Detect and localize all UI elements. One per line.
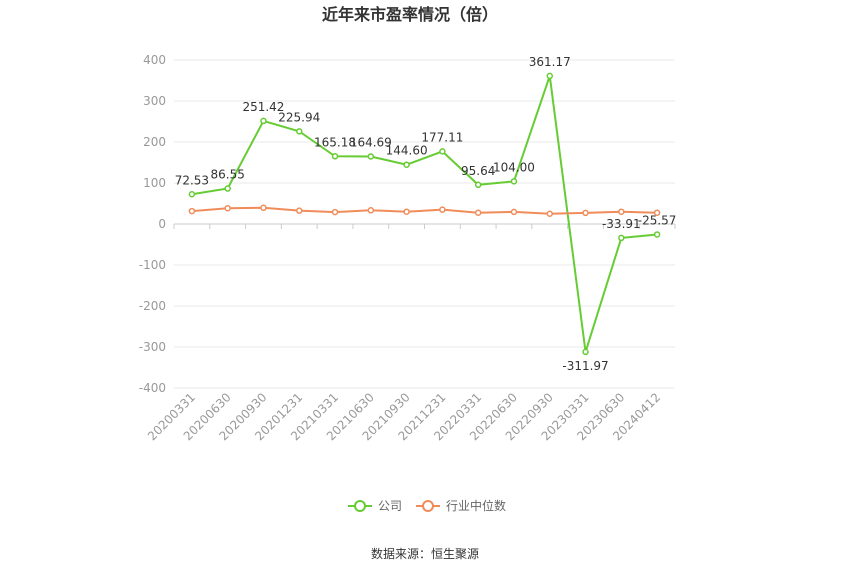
data-point[interactable] xyxy=(296,128,303,135)
data-point[interactable] xyxy=(367,153,375,160)
data-point[interactable] xyxy=(224,204,231,212)
data-label: 251.42 xyxy=(242,100,284,114)
source-note: 数据来源：恒生聚源 xyxy=(371,546,479,561)
data-point[interactable] xyxy=(618,234,625,242)
data-point[interactable] xyxy=(260,204,267,212)
data-point[interactable] xyxy=(224,185,231,192)
data-point[interactable] xyxy=(474,209,482,216)
data-point[interactable] xyxy=(439,148,446,155)
data-point[interactable] xyxy=(474,181,482,189)
chart-title: 近年来市盈率情况（倍） xyxy=(322,5,498,24)
data-label: 225.94 xyxy=(278,110,320,124)
legend-label[interactable]: 行业中位数 xyxy=(446,498,506,513)
data-label: 361.17 xyxy=(529,55,571,69)
data-label: -33.91 xyxy=(602,217,641,231)
y-tick-label: -300 xyxy=(139,340,166,354)
data-point[interactable] xyxy=(296,207,303,214)
data-point[interactable] xyxy=(510,178,518,185)
series-line-0 xyxy=(191,75,658,353)
data-label: 86.55 xyxy=(210,168,244,182)
data-label: 177.11 xyxy=(421,130,463,144)
data-point[interactable] xyxy=(331,153,339,160)
data-label: 72.53 xyxy=(175,173,209,187)
data-point[interactable] xyxy=(439,206,446,213)
data-point[interactable] xyxy=(188,207,196,215)
data-label: 95.64 xyxy=(461,164,495,178)
legend-label[interactable]: 公司 xyxy=(378,499,402,513)
legend-marker xyxy=(422,500,434,512)
data-label: -25.57 xyxy=(638,213,677,227)
data-point[interactable] xyxy=(367,207,375,214)
y-tick-label: 300 xyxy=(143,94,166,108)
data-label: 164.69 xyxy=(350,135,392,149)
data-point[interactable] xyxy=(260,117,267,125)
legend[interactable]: 公司 行业中位数 xyxy=(348,498,506,513)
data-label: 165.18 xyxy=(314,135,356,149)
data-point[interactable] xyxy=(546,210,553,217)
data-point[interactable] xyxy=(331,208,339,216)
data-label: 144.60 xyxy=(386,144,428,158)
data-point[interactable] xyxy=(582,348,589,356)
data-point[interactable] xyxy=(653,209,661,216)
y-tick-label: 0 xyxy=(158,217,166,231)
x-axis: 2020033120200630202009302020123120210331… xyxy=(145,224,676,443)
data-point[interactable] xyxy=(546,72,553,80)
y-axis: 400 300 200 100 0 -100 -200 -300 -400 xyxy=(139,53,166,395)
data-point[interactable] xyxy=(653,231,661,238)
y-tick-label: 100 xyxy=(143,176,166,190)
data-point[interactable] xyxy=(403,208,410,215)
y-tick-label: 200 xyxy=(143,135,166,149)
data-point[interactable] xyxy=(403,161,410,168)
series-line-1 xyxy=(191,206,658,215)
data-point[interactable] xyxy=(188,191,196,198)
y-tick-label: -400 xyxy=(139,381,166,395)
data-label: 104.00 xyxy=(493,160,535,174)
data-point[interactable] xyxy=(510,208,518,216)
legend-marker xyxy=(354,500,366,512)
y-tick-label: -200 xyxy=(139,299,166,313)
y-tick-label: -100 xyxy=(139,258,166,272)
data-label: -311.97 xyxy=(562,359,608,373)
y-tick-label: 400 xyxy=(143,53,166,67)
data-point[interactable] xyxy=(582,209,589,217)
data-point[interactable] xyxy=(618,208,625,215)
